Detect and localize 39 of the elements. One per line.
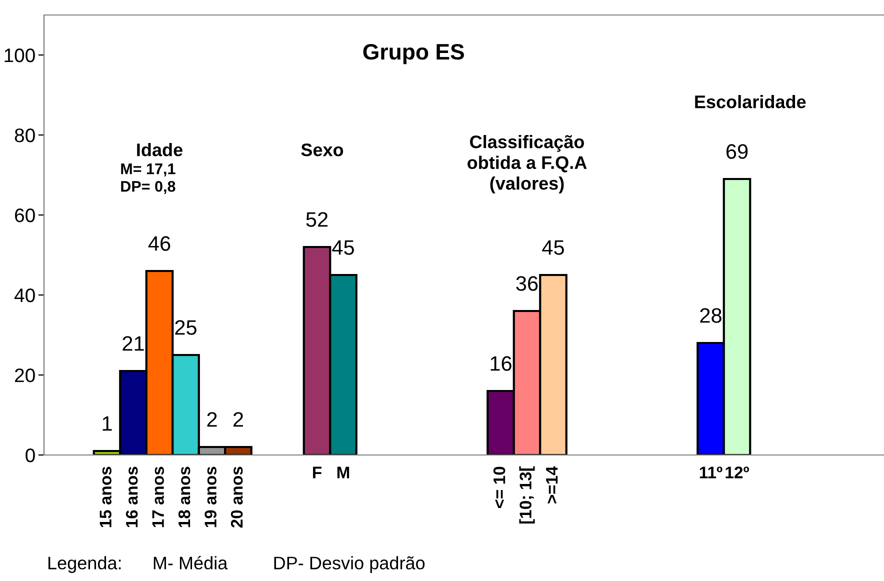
data-label: 45 bbox=[542, 240, 564, 255]
y-tick-label: 100 bbox=[4, 48, 35, 62]
y-tick-label: 80 bbox=[14, 128, 35, 142]
annotation: M= 17,1 DP= 0,8 bbox=[121, 164, 176, 194]
x-tick-label: 18 anos bbox=[178, 466, 190, 528]
y-tick-label: 0 bbox=[26, 448, 35, 462]
data-label: 21 bbox=[122, 336, 144, 351]
y-tick-label: 20 bbox=[15, 368, 35, 382]
data-label: 45 bbox=[332, 240, 354, 255]
text: Grupo ES bbox=[363, 44, 464, 64]
x-tick-label: 11º bbox=[700, 466, 722, 478]
x-tick-label: <= 10 bbox=[493, 466, 506, 508]
data-label: 28 bbox=[700, 308, 722, 323]
data-label: 46 bbox=[148, 236, 170, 251]
annotation: Sexo bbox=[301, 143, 344, 156]
data-label: 1 bbox=[102, 416, 112, 431]
annotation: Escolaridade bbox=[695, 95, 806, 108]
x-tick-label: >=14 bbox=[546, 466, 558, 504]
y-tick-label: 60 bbox=[15, 208, 35, 222]
x-tick-label: 19 anos bbox=[204, 466, 216, 528]
x-tick-label: F bbox=[313, 466, 322, 478]
data-label: 16 bbox=[490, 356, 512, 371]
x-tick-label: [10; 13[ bbox=[519, 466, 535, 524]
data-label: 52 bbox=[306, 212, 328, 227]
data-label: 36 bbox=[516, 276, 538, 291]
data-label: 2 bbox=[207, 412, 217, 427]
text: Legenda: M- Média DP- Desvio padrão bbox=[48, 556, 425, 573]
data-label: 25 bbox=[175, 320, 196, 335]
data-label: 69 bbox=[726, 144, 748, 159]
x-tick-label: 17 anos bbox=[152, 466, 164, 528]
x-tick-label: 20 anos bbox=[230, 466, 243, 528]
x-tick-label: 16 anos bbox=[126, 466, 138, 528]
annotation: Idade bbox=[137, 143, 182, 156]
y-tick-label: 40 bbox=[14, 288, 35, 302]
x-tick-label: M bbox=[337, 466, 350, 478]
annotation: Classificação obtida a F.Q.A (valores) bbox=[468, 135, 587, 194]
data-label: 2 bbox=[234, 412, 243, 427]
x-tick-label: 12º bbox=[726, 466, 750, 478]
x-tick-label: 15 anos bbox=[100, 466, 112, 528]
